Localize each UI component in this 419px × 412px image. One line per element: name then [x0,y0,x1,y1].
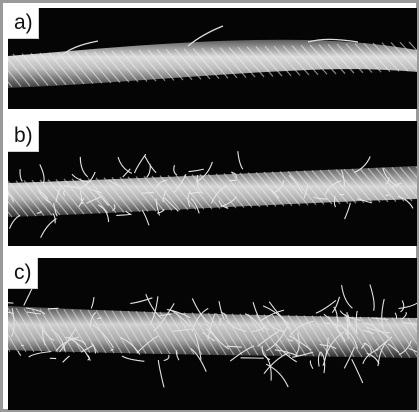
panel-label-a: a) [8,8,39,39]
panel-label-c: c) [8,258,38,289]
yarn-twist-lines [8,41,417,88]
yarn-body [8,39,417,88]
yarn-body [8,166,417,217]
panel-c: c) [8,258,417,410]
yarn-image-c [8,282,417,388]
panel-b: b) [8,121,417,246]
yarn-loose-fibers [8,151,414,238]
panel-label-b: b) [8,121,39,152]
panel-a: a) [8,8,417,109]
yarn-image-a [8,25,417,88]
yarn-twist-lines [8,166,417,218]
yarn-loose-fibers [55,25,359,61]
yarn-image-b [8,151,417,238]
yarn-loose-fibers [8,282,417,388]
